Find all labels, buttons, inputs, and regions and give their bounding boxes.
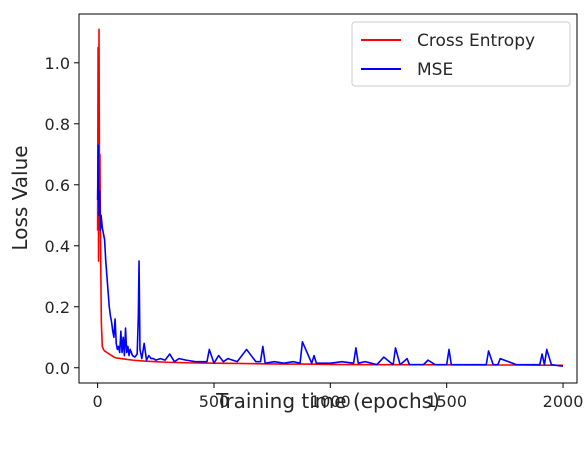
legend-box xyxy=(351,21,571,87)
y-tick-label: 0.2 xyxy=(45,298,70,317)
y-axis: 0.0 0.2 0.4 0.6 0.8 1.0 xyxy=(45,54,79,378)
plot-frame xyxy=(78,13,578,384)
legend-label-cross-entropy: Cross Entropy xyxy=(417,31,535,51)
legend: Cross Entropy MSE xyxy=(351,21,571,87)
x-tick-label: 1500 xyxy=(426,392,467,411)
x-tick-label: 500 xyxy=(199,392,230,411)
y-tick-label: 0.0 xyxy=(45,359,70,378)
y-tick-label: 0.8 xyxy=(45,115,70,134)
y-tick-label: 0.4 xyxy=(45,237,70,256)
legend-label-mse: MSE xyxy=(417,60,453,80)
y-tick-label: 1.0 xyxy=(45,54,70,73)
series-layer xyxy=(96,28,564,368)
x-tick-label: 1000 xyxy=(310,392,351,411)
x-axis-title: Training time (epochs) xyxy=(215,389,440,413)
x-tick-label: 2000 xyxy=(543,392,584,411)
x-tick-label: 0 xyxy=(93,392,103,411)
series-line-mse xyxy=(96,144,564,368)
y-axis-title: Loss Value xyxy=(8,145,32,250)
x-axis: 0 500 1000 1500 2000 xyxy=(93,383,584,411)
y-tick-label: 0.6 xyxy=(45,176,70,195)
